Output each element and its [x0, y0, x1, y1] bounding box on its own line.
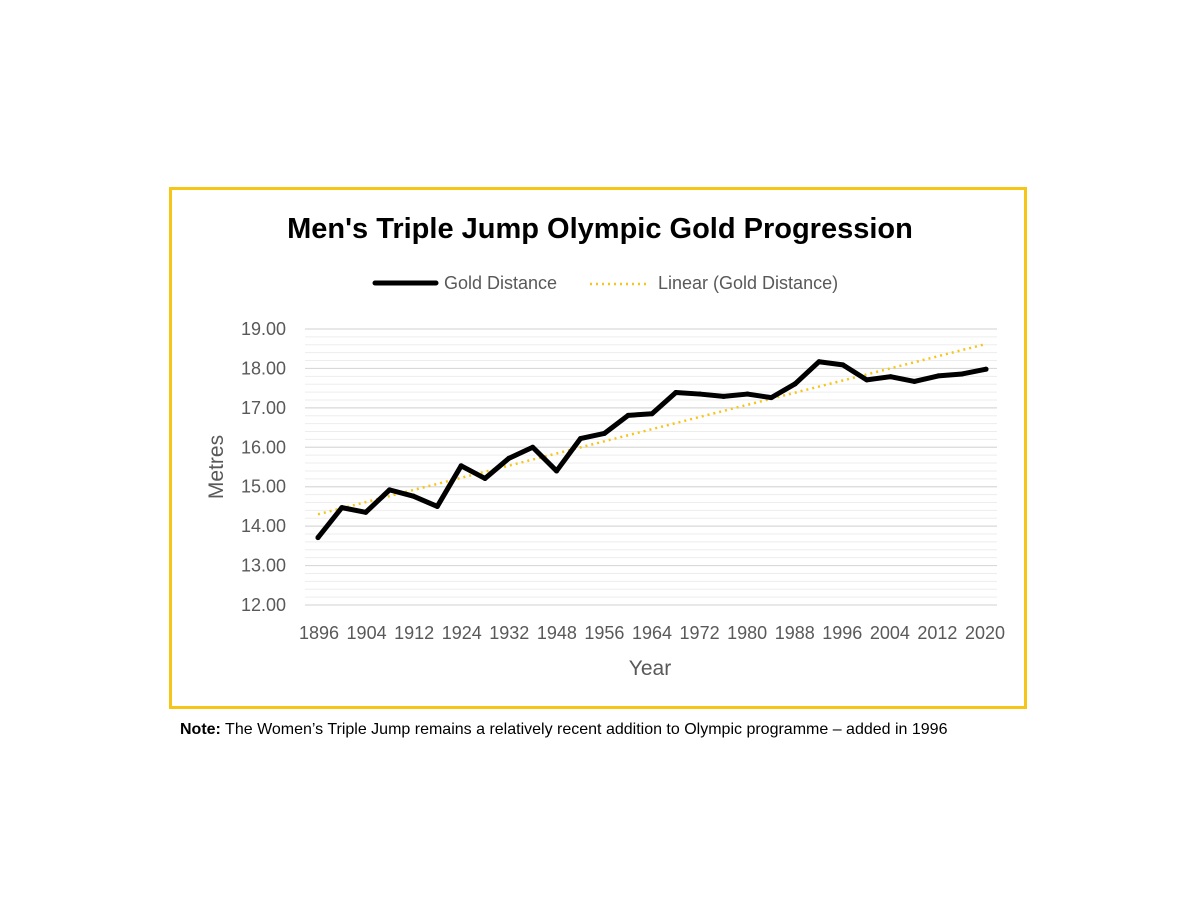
data-point-1956: [601, 430, 607, 436]
y-tick-label: 13.00: [241, 556, 286, 576]
data-point-1984: [768, 395, 774, 401]
y-tick-label: 19.00: [241, 319, 286, 339]
footnote-label: Note:: [180, 721, 221, 738]
x-axis-ticks: 1896 1904 1912 1924 1932 1948 1956 1964 1972 1980…: [299, 623, 1005, 643]
data-point-1996: [840, 362, 846, 368]
data-point-1968: [673, 389, 679, 395]
x-tick-label: 1972: [680, 623, 720, 643]
data-point-1980: [744, 391, 750, 397]
data-point-2020: [983, 366, 989, 372]
data-point-1988: [792, 381, 798, 387]
y-tick-label: 12.00: [241, 595, 286, 615]
data-point-1920: [434, 503, 440, 509]
data-point-2012: [935, 373, 941, 379]
data-point-2016: [959, 371, 965, 377]
x-tick-label: 1896: [299, 623, 339, 643]
data-point-2008: [911, 378, 917, 384]
y-tick-label: 18.00: [241, 358, 286, 378]
data-point-1912: [410, 493, 416, 499]
data-point-1952: [577, 436, 583, 442]
x-tick-label: 2012: [917, 623, 957, 643]
data-point-2000: [864, 377, 870, 383]
data-point-1964: [649, 411, 655, 417]
y-tick-label: 17.00: [241, 398, 286, 418]
x-tick-label: 1912: [394, 623, 434, 643]
x-tick-label: 2020: [965, 623, 1005, 643]
x-tick-label: 1924: [442, 623, 482, 643]
x-tick-label: 1964: [632, 623, 672, 643]
y-axis-title: Metres: [205, 435, 228, 499]
legend-label-linear-trend: Linear (Gold Distance): [658, 273, 838, 293]
data-point-1932: [506, 455, 512, 461]
data-point-1972: [697, 391, 703, 397]
data-point-1900: [339, 505, 345, 511]
y-tick-label: 16.00: [241, 437, 286, 457]
x-tick-label: 2004: [870, 623, 910, 643]
data-point-1904: [363, 509, 369, 515]
data-point-1924: [458, 463, 464, 469]
y-axis-ticks: 12.00 13.00 14.00 15.00 16.00 17.00 18.00 19.00: [241, 319, 286, 615]
series-layer: [315, 342, 989, 541]
legend-label-gold-distance: Gold Distance: [444, 273, 557, 293]
data-point-1936: [530, 444, 536, 450]
legend: Gold Distance Linear (Gold Distance): [372, 273, 838, 293]
trendline-linear-gold-distance: [317, 342, 987, 516]
data-point-1896: [315, 535, 321, 541]
x-tick-label: 1996: [822, 623, 862, 643]
footnote-text: The Women’s Triple Jump remains a relati…: [225, 721, 948, 738]
data-point-1992: [816, 359, 822, 365]
x-tick-label: 1948: [537, 623, 577, 643]
x-axis-title: Year: [629, 657, 671, 680]
data-point-1928: [482, 475, 488, 481]
data-point-2004: [888, 374, 894, 380]
x-tick-label: 1904: [347, 623, 387, 643]
footnote: Note: The Women’s Triple Jump remains a …: [180, 721, 947, 739]
y-tick-label: 14.00: [241, 516, 286, 536]
chart-frame: [169, 187, 1027, 709]
data-point-1908: [387, 487, 393, 493]
series-line-gold-distance: [315, 359, 989, 541]
grid-layer: [305, 328, 997, 606]
x-tick-label: 1988: [775, 623, 815, 643]
chart-title: Men's Triple Jump Olympic Gold Progressi…: [287, 213, 913, 245]
data-point-1960: [625, 412, 631, 418]
data-point-1976: [721, 393, 727, 399]
y-tick-label: 15.00: [241, 477, 286, 497]
data-point-1948: [554, 468, 560, 474]
x-tick-label: 1932: [489, 623, 529, 643]
x-tick-label: 1956: [584, 623, 624, 643]
x-tick-label: 1980: [727, 623, 767, 643]
